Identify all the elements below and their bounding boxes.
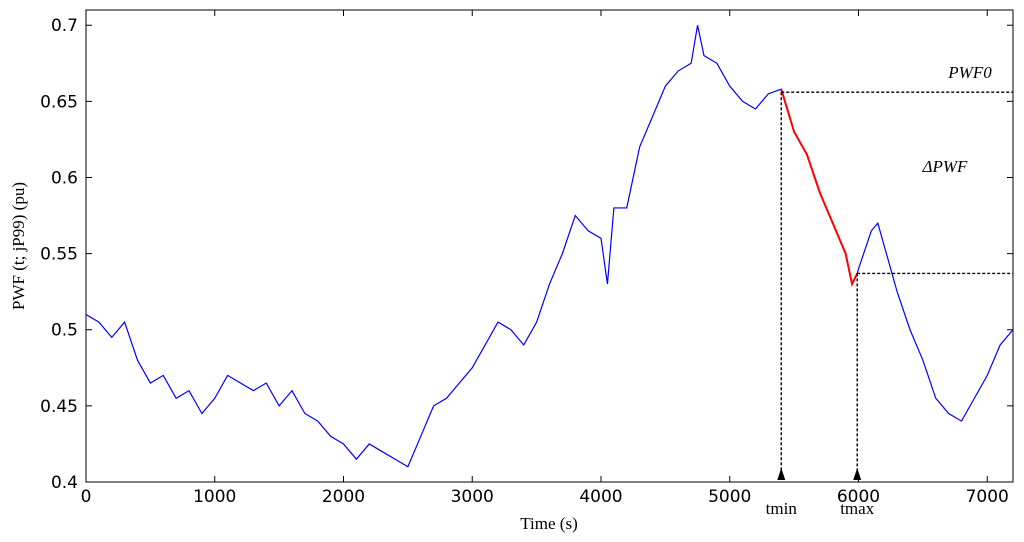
x-tick-label: 4000	[579, 487, 622, 507]
x-tick-label: 6000	[837, 487, 880, 507]
y-tick-label: 0.4	[51, 473, 78, 493]
x-tick-label: 5000	[708, 487, 751, 507]
series-line	[780, 88, 859, 288]
y-tick-label: 0.7	[51, 16, 78, 36]
arrow-head	[853, 468, 862, 480]
y-tick-label: 0.5	[51, 321, 78, 341]
p0-label: PWF0	[947, 63, 992, 82]
y-tick-label: 0.65	[40, 92, 78, 112]
x-axis-label: Time (s)	[520, 514, 577, 533]
x-tick-label: 7000	[966, 487, 1009, 507]
arrow-head	[777, 468, 786, 480]
y-axis-label: PWF (t; jP99) (pu)	[9, 182, 28, 310]
y-tick-label: 0.45	[40, 397, 78, 417]
series-line	[85, 25, 1014, 468]
plot-frame	[85, 9, 1014, 483]
delta-label: ΔPWF	[922, 157, 969, 176]
x-tick-label: 3000	[451, 487, 494, 507]
x-tick-label: 0	[81, 487, 92, 507]
y-tick-label: 0.6	[51, 168, 78, 188]
x-tick-label: 1000	[193, 487, 236, 507]
time-label: tmin	[766, 499, 798, 518]
y-tick-label: 0.55	[40, 245, 78, 265]
time-label: tmax	[840, 499, 874, 518]
x-tick-label: 2000	[322, 487, 365, 507]
